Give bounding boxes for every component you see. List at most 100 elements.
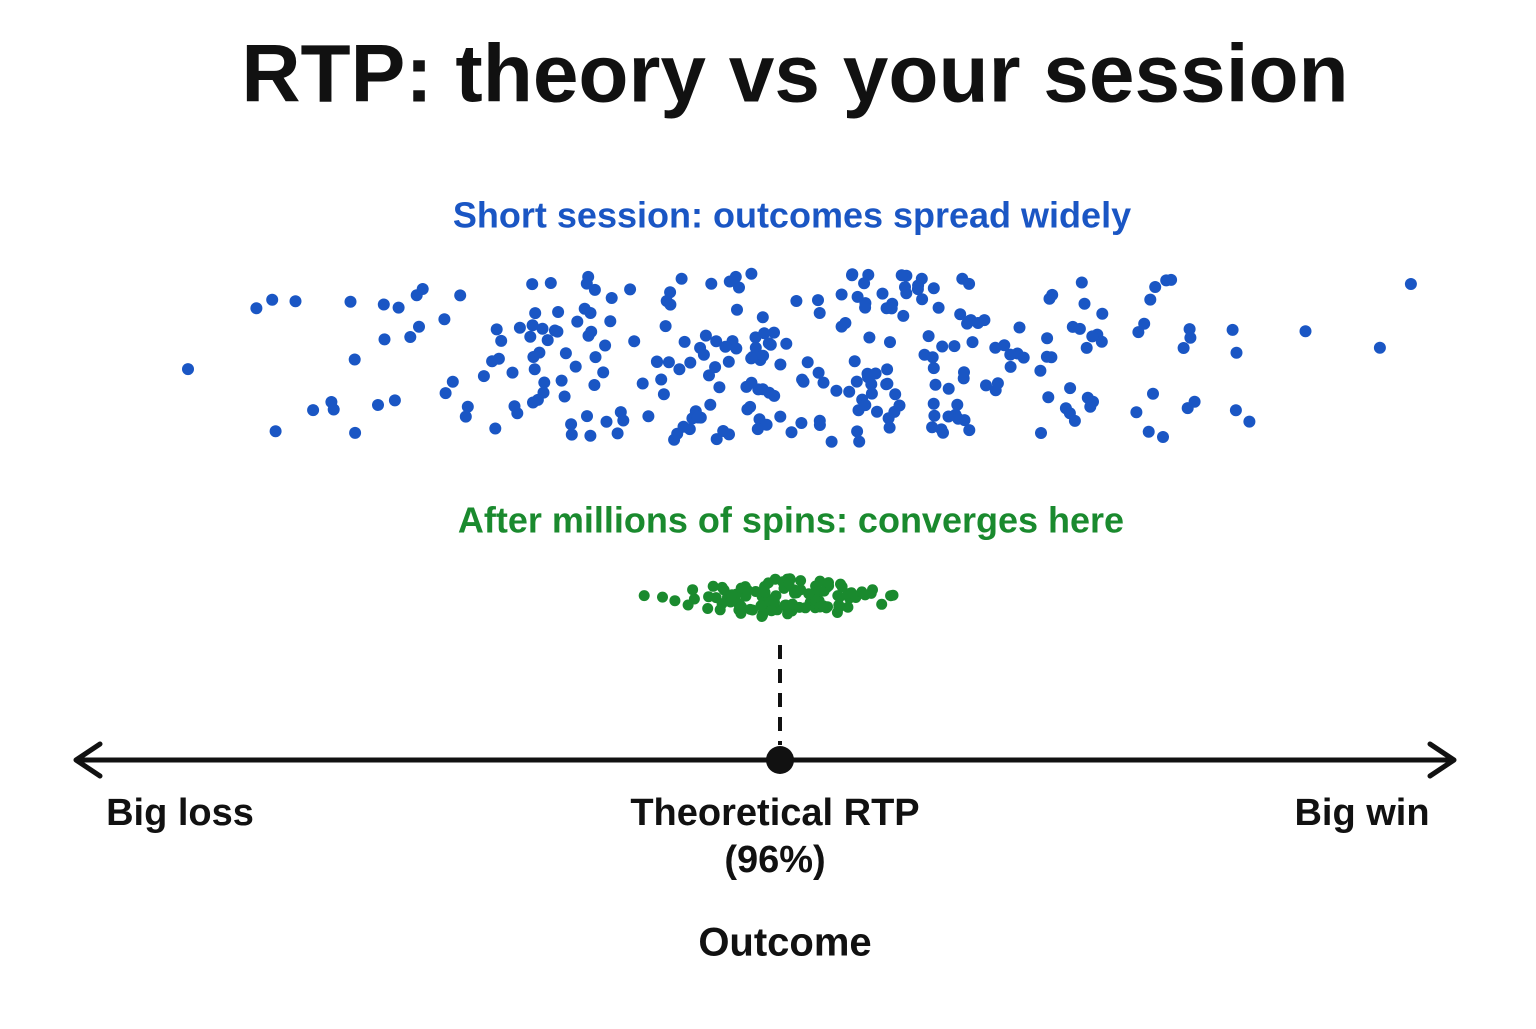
dot bbox=[638, 590, 650, 602]
dot bbox=[541, 334, 554, 347]
axis-arrow-right bbox=[1427, 741, 1457, 779]
dot bbox=[813, 419, 826, 431]
dot bbox=[768, 326, 780, 339]
dot bbox=[584, 429, 597, 442]
dot bbox=[599, 339, 612, 352]
dot bbox=[551, 325, 564, 338]
dot bbox=[392, 301, 405, 314]
dot bbox=[1243, 415, 1256, 428]
dot bbox=[722, 355, 735, 368]
dot bbox=[742, 584, 753, 596]
dot bbox=[651, 356, 664, 368]
dot bbox=[899, 281, 911, 294]
dot bbox=[1084, 400, 1097, 413]
dot bbox=[755, 600, 767, 612]
dot bbox=[710, 335, 723, 348]
dot bbox=[951, 398, 964, 411]
dot bbox=[766, 605, 777, 617]
dot bbox=[1144, 293, 1157, 306]
dot bbox=[796, 373, 809, 386]
dot bbox=[733, 281, 745, 294]
dot bbox=[710, 433, 723, 446]
dot bbox=[851, 425, 864, 438]
dot bbox=[459, 410, 472, 423]
short-session-dots bbox=[182, 267, 1417, 448]
dot bbox=[835, 578, 846, 590]
dot bbox=[942, 410, 955, 423]
dot bbox=[929, 378, 942, 391]
dot bbox=[446, 375, 459, 388]
dot bbox=[1078, 297, 1091, 310]
right-label: Big win bbox=[1294, 792, 1429, 834]
dot bbox=[893, 399, 906, 412]
dot bbox=[1181, 402, 1194, 415]
dot bbox=[581, 410, 593, 423]
dot bbox=[881, 363, 894, 376]
dot bbox=[1184, 331, 1197, 344]
rtp-point bbox=[766, 746, 794, 774]
dot bbox=[1045, 351, 1058, 364]
dot bbox=[998, 339, 1011, 352]
dot bbox=[862, 371, 874, 384]
dot bbox=[1373, 341, 1386, 354]
dot bbox=[1035, 427, 1047, 439]
dot bbox=[853, 435, 866, 448]
dot bbox=[1183, 323, 1196, 336]
dot bbox=[1043, 292, 1056, 305]
dot bbox=[526, 278, 539, 291]
dot bbox=[780, 599, 792, 611]
dot bbox=[846, 269, 858, 282]
dot bbox=[1165, 273, 1178, 286]
dot bbox=[927, 362, 940, 375]
dot bbox=[1075, 276, 1088, 289]
dot bbox=[604, 315, 617, 328]
dot bbox=[801, 356, 814, 369]
short-session-label: Short session: outcomes spread widely bbox=[453, 195, 1131, 236]
dot bbox=[713, 381, 726, 394]
dot bbox=[1132, 326, 1145, 339]
dot bbox=[703, 369, 715, 382]
dot bbox=[372, 399, 384, 411]
dot bbox=[682, 599, 694, 611]
dot bbox=[926, 421, 939, 434]
dot bbox=[1299, 325, 1312, 338]
dot bbox=[871, 405, 883, 418]
dot bbox=[659, 320, 672, 333]
dot bbox=[377, 298, 390, 311]
dot bbox=[628, 335, 641, 348]
dot bbox=[966, 336, 979, 349]
dot bbox=[812, 294, 824, 307]
dot bbox=[780, 337, 793, 350]
dot bbox=[348, 353, 361, 366]
dot bbox=[344, 295, 357, 308]
dot bbox=[250, 302, 263, 315]
dot bbox=[1086, 330, 1099, 343]
dot bbox=[813, 307, 826, 319]
dot bbox=[883, 421, 896, 434]
dot bbox=[745, 267, 758, 280]
dot bbox=[588, 379, 601, 391]
dot bbox=[825, 435, 838, 448]
dot bbox=[1095, 335, 1108, 348]
dot bbox=[842, 601, 854, 613]
dot bbox=[937, 426, 949, 439]
dot bbox=[954, 308, 967, 321]
dot bbox=[636, 377, 649, 390]
dot bbox=[349, 426, 362, 439]
dot bbox=[655, 373, 668, 386]
dot bbox=[657, 591, 668, 603]
dot bbox=[531, 393, 544, 406]
dot bbox=[757, 349, 770, 362]
dot bbox=[963, 277, 976, 290]
dot bbox=[859, 589, 871, 601]
dot bbox=[589, 351, 602, 364]
dot bbox=[687, 584, 699, 596]
dot bbox=[735, 607, 747, 619]
dot bbox=[756, 611, 768, 622]
dot bbox=[1230, 346, 1243, 359]
center-label: (96%) bbox=[724, 839, 825, 881]
dot bbox=[897, 309, 910, 322]
dot bbox=[835, 288, 848, 301]
